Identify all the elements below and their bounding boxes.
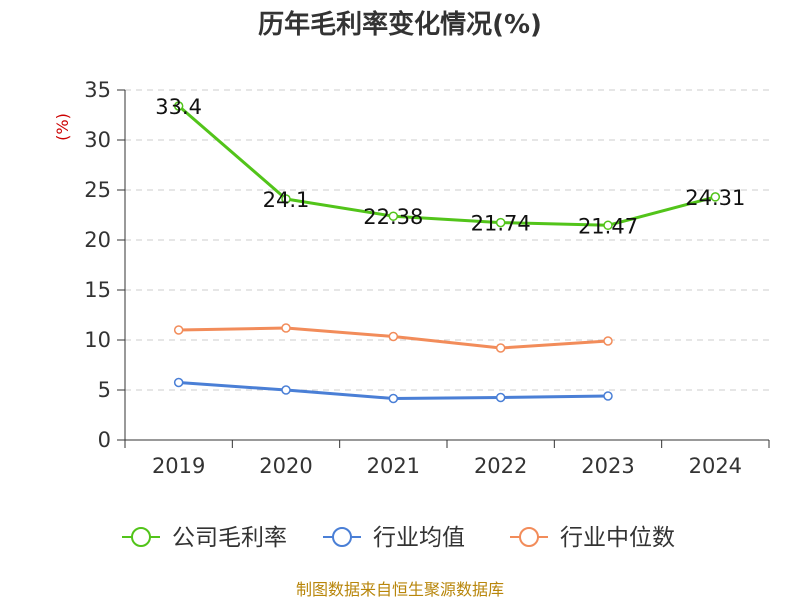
data-point[interactable] [281,323,291,333]
data-label: 22.38 [363,205,423,229]
data-label: 21.74 [471,212,531,236]
gridlines [125,89,769,391]
data-point[interactable] [495,392,506,403]
legend-marker [332,527,352,547]
source-note: 制图数据来自恒生聚源数据库 [296,580,504,599]
data-label: 21.47 [578,214,638,238]
data-point[interactable] [388,331,399,342]
legend-marker [131,527,151,547]
y-tick-label: 15 [84,278,111,302]
x-tick-label: 2023 [581,454,634,478]
data-point[interactable] [603,391,613,401]
axes: 0 5 10 15 20 25 30 35 2019 2020 2021 2022 2023 2024 [84,78,770,478]
data-point[interactable] [710,192,721,202]
legend-label[interactable]: 行业均值 [373,525,465,551]
chart-title: 历年毛利率变化情况(%) [258,9,542,40]
y-tick-label: 30 [84,128,111,152]
data-label: 33.4 [155,95,202,119]
series-layer [173,101,721,404]
legend[interactable]: 公司毛利率 行业均值 行业中位数 [122,525,675,551]
y-tick-label: 35 [84,78,111,102]
data-point[interactable] [603,220,613,231]
data-point[interactable] [281,385,291,395]
data-labels: 33.4 24.1 22.38 21.74 21.47 24.31 [155,95,745,238]
data-point[interactable] [603,336,613,346]
data-label: 24.1 [263,188,310,212]
x-tick-label: 2024 [689,454,742,478]
x-tick-label: 2021 [367,454,420,478]
series-line [177,104,716,227]
data-point[interactable] [495,343,506,353]
data-point[interactable] [173,101,184,111]
data-point[interactable] [173,325,184,335]
legend-label[interactable]: 行业中位数 [560,525,675,551]
data-point[interactable] [173,377,184,388]
x-tick-label: 2019 [152,454,205,478]
x-tick-label: 2022 [474,454,527,478]
data-point[interactable] [388,393,399,404]
y-tick-label: 0 [98,428,111,452]
y-tick-label: 5 [98,378,111,402]
data-point[interactable] [495,217,506,228]
y-tick-label: 25 [84,178,111,202]
data-point[interactable] [281,194,291,204]
y-axis-label: (%) [53,113,72,141]
y-tick-label: 20 [84,228,111,252]
x-tick-label: 2020 [259,454,312,478]
data-point[interactable] [388,211,399,221]
y-tick-label: 10 [84,328,111,352]
legend-label[interactable]: 公司毛利率 [172,525,287,551]
data-label: 24.31 [685,186,745,210]
legend-marker [519,527,539,547]
